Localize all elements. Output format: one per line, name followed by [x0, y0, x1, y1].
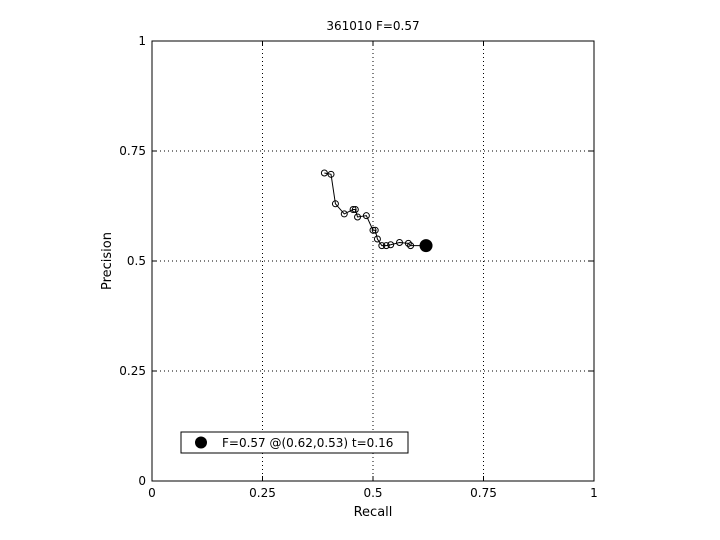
y-tick-label: 0.5: [127, 254, 146, 268]
best-f-point: [419, 239, 433, 253]
legend-marker: [195, 436, 207, 449]
grid-lines: [152, 41, 594, 481]
legend-label: F=0.57 @(0.62,0.53) t=0.16: [222, 436, 393, 450]
y-axis-label: Precision: [100, 232, 115, 290]
data-point: [404, 239, 412, 247]
y-tick-label: 0: [138, 474, 146, 488]
series-layer: [320, 169, 433, 253]
data-point: [320, 169, 328, 177]
data-point: [340, 210, 348, 218]
data-point: [362, 212, 370, 220]
y-tick-label: 0.75: [119, 144, 146, 158]
data-point: [382, 242, 390, 250]
data-point: [349, 206, 357, 214]
data-point: [369, 226, 377, 234]
y-tick-label: 1: [138, 34, 146, 48]
data-point: [396, 239, 404, 247]
legend: F=0.57 @(0.62,0.53) t=0.16: [180, 431, 409, 454]
data-point: [327, 170, 335, 178]
data-point: [407, 242, 415, 250]
data-point: [354, 213, 362, 221]
data-point: [373, 235, 381, 243]
data-point: [351, 206, 359, 214]
data-point: [371, 226, 379, 234]
x-tick-label: 0.25: [249, 486, 276, 500]
x-tick-label: 0.5: [363, 486, 382, 500]
x-tick-label: 0.75: [470, 486, 497, 500]
chart-title: 361010 F=0.57: [326, 19, 419, 33]
data-point: [387, 241, 395, 249]
series-line: [324, 172, 427, 247]
x-axis-label: Recall: [354, 505, 393, 520]
axis-ticks: 0 0.25 0.5 0.75 1 0 0.25 0.5 0.75 1: [119, 34, 598, 500]
x-tick-label: 1: [590, 486, 598, 500]
data-point: [378, 242, 386, 250]
legend-box: [180, 431, 409, 454]
y-tick-label: 0.25: [119, 364, 146, 378]
data-point: [331, 200, 339, 208]
x-tick-label: 0: [148, 486, 156, 500]
